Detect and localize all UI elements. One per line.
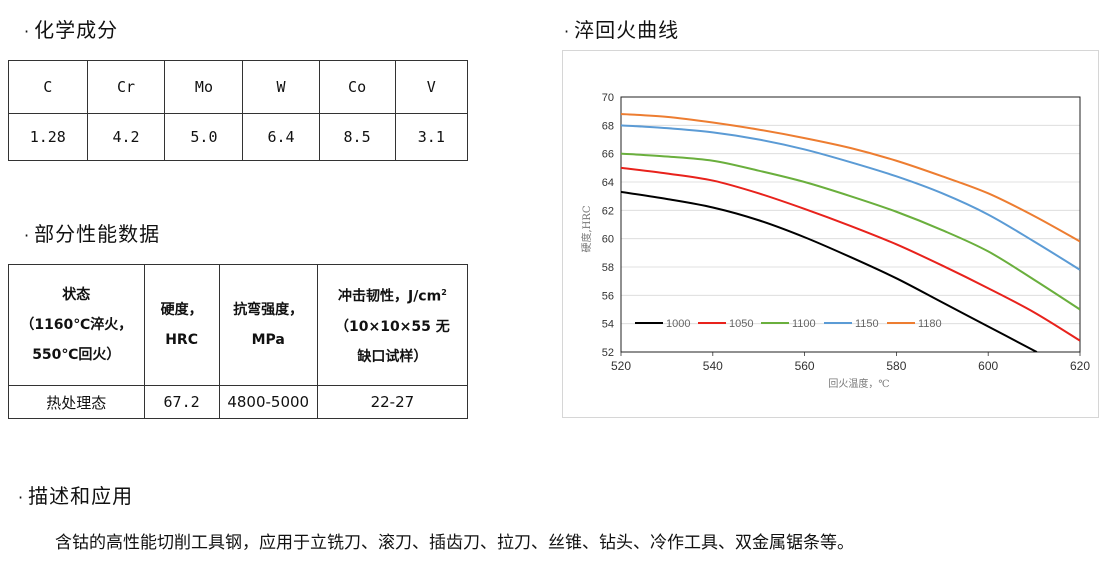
bullet-dot: · <box>18 488 25 507</box>
composition-value-cell: 1.28 <box>8 113 88 161</box>
impact-unit-superscript: 2 <box>441 288 447 298</box>
composition-value-row: 1.28 4.2 5.0 6.4 8.5 3.1 <box>8 113 469 161</box>
properties-section-title: · 部分性能数据 <box>24 218 160 247</box>
hardness-value: 67.2 <box>143 385 220 419</box>
bending-header-line: 抗弯强度， <box>233 302 304 318</box>
bending-value: 4800-5000 <box>218 385 318 419</box>
description-title-text: 描述和应用 <box>28 484 134 508</box>
chart-series-line-1150 <box>621 124 1080 271</box>
impact-header-line: （10×10×55 无 <box>334 318 450 335</box>
description-section-title: · 描述和应用 <box>18 480 133 509</box>
chart-legend: 1000 1050 1100 1150 1180 <box>635 318 942 330</box>
chart-plot-frame <box>620 96 1081 353</box>
properties-title-text: 部分性能数据 <box>34 222 161 246</box>
chart-grid <box>621 96 1080 353</box>
bending-header: 抗弯强度， MPa <box>218 264 318 386</box>
properties-header-row: 状态 （1160℃淬火， 550℃回火） 硬度， HRC 抗弯强度， MPa 冲… <box>8 264 469 386</box>
composition-header-cell: Mo <box>164 60 244 114</box>
curve-section-title: · 淬回火曲线 <box>564 14 679 43</box>
composition-section-title: · 化学成分 <box>24 14 118 43</box>
composition-value-cell: 8.5 <box>318 113 396 161</box>
legend-label: 1100 <box>792 318 816 330</box>
composition-table: C Cr Mo W Co V 1.28 4.2 5.0 6.4 8.5 3.1 <box>8 60 469 161</box>
bullet-dot: · <box>24 22 31 41</box>
composition-value-cell: 4.2 <box>86 113 166 161</box>
state-header-line: （1160℃淬火， <box>20 317 133 333</box>
bullet-dot: · <box>24 226 31 245</box>
composition-value-cell: 6.4 <box>242 113 320 161</box>
legend-label: 1050 <box>729 318 753 330</box>
chart-y-tick-label: 70 <box>602 92 614 104</box>
chart-series-line-1100 <box>621 152 1080 311</box>
chart-x-tick-label: 620 <box>1070 359 1090 373</box>
bending-header-line: MPa <box>251 332 285 348</box>
composition-header-cell: Cr <box>86 60 166 114</box>
legend-label: 1150 <box>855 318 879 330</box>
chart-x-tick-label: 520 <box>611 359 631 373</box>
composition-value-cell: 5.0 <box>164 113 244 161</box>
tempering-chart-container: 52 54 56 58 60 62 64 66 68 70 520 540 560 580 600 620 1… <box>562 50 1099 418</box>
chart-x-tick-label: 600 <box>978 359 998 373</box>
chart-y-tick-label: 68 <box>602 120 614 132</box>
composition-header-cell: W <box>242 60 320 114</box>
chart-y-axis-label: 硬度,HRC <box>580 205 593 252</box>
chart-axes: 52 54 56 58 60 62 64 66 68 70 520 540 560 580 600 620 <box>602 92 1091 373</box>
composition-header-cell: V <box>394 60 469 114</box>
impact-header-line: 冲击韧性，J/cm2 <box>337 288 447 305</box>
chart-x-tick-label: 580 <box>886 359 906 373</box>
chart-y-tick-label: 62 <box>602 205 614 217</box>
composition-value-cell: 3.1 <box>394 113 469 161</box>
chart-x-tick-label: 540 <box>703 359 723 373</box>
impact-value: 22-27 <box>316 385 469 419</box>
properties-value-row: 热处理态 67.2 4800-5000 22-27 <box>8 385 469 419</box>
chart-x-tick-label: 560 <box>795 359 815 373</box>
chart-y-tick-label: 64 <box>602 177 614 189</box>
curve-title-text: 淬回火曲线 <box>574 18 680 42</box>
legend-label: 1180 <box>918 318 942 330</box>
chart-y-tick-label: 58 <box>602 262 614 274</box>
impact-header-line: 缺口试样） <box>357 348 428 365</box>
hardness-header-line: 硬度， <box>160 302 203 318</box>
chart-y-tick-label: 66 <box>602 149 614 161</box>
composition-header-cell: Co <box>318 60 396 114</box>
hardness-header-line: HRC <box>165 332 198 348</box>
properties-table: 状态 （1160℃淬火， 550℃回火） 硬度， HRC 抗弯强度， MPa 冲… <box>8 264 469 419</box>
chart-x-axis-label: 回火温度，℃ <box>828 377 889 390</box>
description-text: 含钴的高性能切削工具钢，应用于立铣刀、滚刀、插齿刀、拉刀、丝锥、钻头、冷作工具、… <box>55 533 854 553</box>
state-header-line: 状态 <box>62 287 91 303</box>
state-header-line: 550℃回火） <box>32 347 121 363</box>
chart-series-line-1050 <box>621 166 1080 342</box>
hardness-header: 硬度， HRC <box>143 264 220 386</box>
tempering-chart: 52 54 56 58 60 62 64 66 68 70 520 540 560 580 600 620 1… <box>580 92 1091 390</box>
bullet-dot: · <box>564 22 571 41</box>
chart-y-tick-label: 52 <box>602 347 614 359</box>
state-value: 热处理态 <box>8 385 145 419</box>
composition-title-text: 化学成分 <box>34 18 119 42</box>
composition-header-row: C Cr Mo W Co V <box>8 60 469 114</box>
chart-y-tick-label: 54 <box>602 319 614 331</box>
legend-label: 1000 <box>666 318 690 330</box>
chart-y-tick-label: 60 <box>602 234 614 246</box>
chart-series <box>621 113 1080 352</box>
chart-y-tick-label: 56 <box>602 290 614 302</box>
impact-header: 冲击韧性，J/cm2 （10×10×55 无 缺口试样） <box>316 264 469 386</box>
chart-series-line-1000 <box>621 190 1038 352</box>
chart-series-line-1180 <box>621 113 1080 243</box>
state-header: 状态 （1160℃淬火， 550℃回火） <box>8 264 145 386</box>
composition-header-cell: C <box>8 60 88 114</box>
